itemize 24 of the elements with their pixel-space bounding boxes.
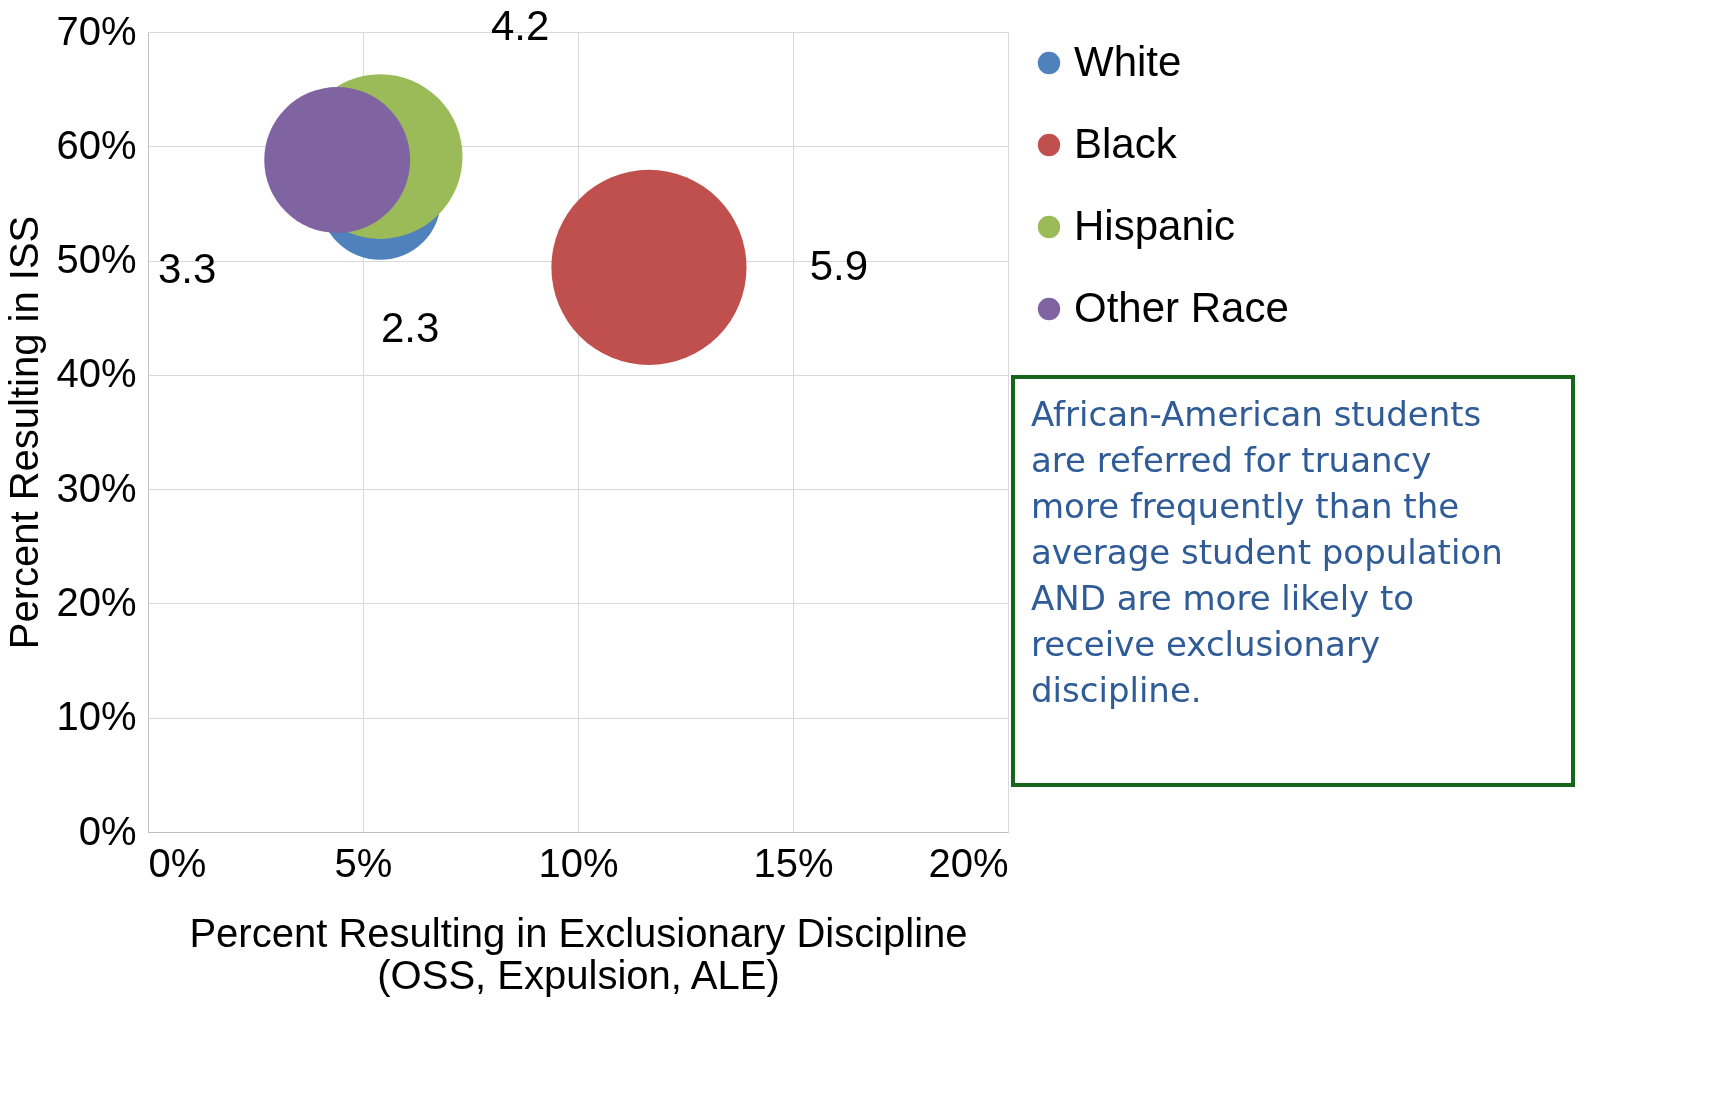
x-tick-label: 0% — [148, 840, 207, 885]
text: African-American students are referred for truancy more frequently than the average student population AND are more likely to receive exclusionary discipline. — [1031, 394, 1503, 710]
data-label: 5.9 — [809, 242, 869, 290]
x-tick-label: 5% — [334, 840, 393, 885]
legend-label: Other Race — [1074, 284, 1289, 331]
legend-label: White — [1074, 38, 1182, 85]
data-label: 3.3 — [158, 245, 217, 292]
legend-label: Black — [1074, 120, 1178, 167]
x-tick-label: 20% — [928, 840, 1009, 885]
y-tick-label: 50% — [56, 237, 137, 282]
x-tick-label: 15% — [753, 840, 834, 885]
data-label: 2.3 — [381, 303, 440, 351]
y-tick-label: 30% — [56, 465, 137, 510]
legend-label: Hispanic — [1074, 202, 1236, 249]
x-axis-title: Percent Resulting in Exclusionary Discipline (OSS, Expulsion, ALE) — [189, 910, 968, 997]
y-tick-label: 20% — [56, 579, 137, 624]
y-tick-label: 60% — [56, 122, 137, 167]
x-tick-label: 10% — [538, 840, 619, 885]
y-tick-label: 40% — [56, 351, 137, 396]
y-tick-label: 10% — [56, 694, 137, 739]
y-axis-title: Percent Resulting in ISS — [2, 215, 47, 650]
y-tick-label: 70% — [56, 8, 137, 53]
data-label: 4.2 — [491, 1, 550, 49]
y-tick-label: 0% — [78, 808, 137, 853]
